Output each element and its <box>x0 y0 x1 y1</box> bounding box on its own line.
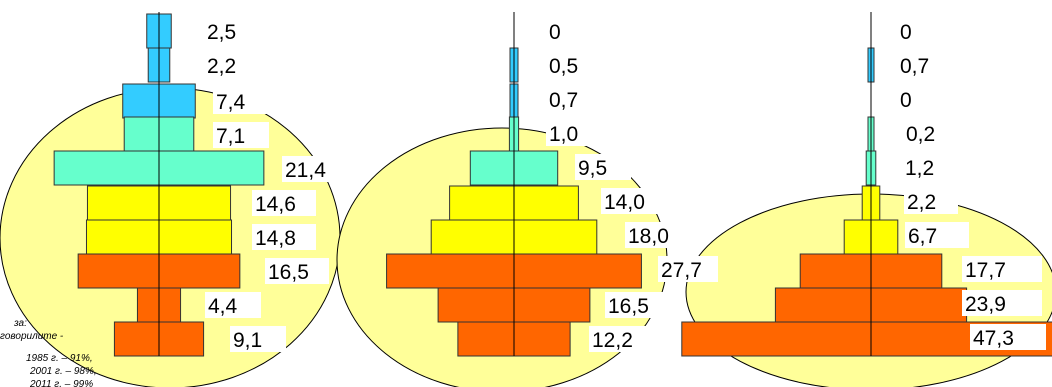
pyramid-3-value-label: 0 <box>900 21 912 44</box>
pyramid-2-value-label: 16,5 <box>608 295 649 318</box>
pyramid-2-label-bg <box>546 52 594 78</box>
pyramid-2-label-bg <box>546 86 594 112</box>
pyramid-3-label-bg <box>962 256 1042 282</box>
pyramid-1-value-label: 4,4 <box>208 295 238 318</box>
pyramid-2-value-label: 0,7 <box>549 89 578 112</box>
pyramid-2-label-bg <box>601 188 665 214</box>
pyramid-1-label-bg <box>213 122 269 148</box>
pyramid-2-label-bg <box>546 18 578 44</box>
pyramid-3-value-label: 47,3 <box>973 327 1014 350</box>
pyramid-2-label-bg <box>589 326 649 352</box>
pyramid-1-label-bg <box>265 258 329 284</box>
pyramid-3-value-label: 2,2 <box>907 191 936 214</box>
footnote-line: 2001 г. – 98%, <box>29 366 97 377</box>
pyramid-2-label-bg <box>605 292 665 318</box>
pyramid-1-value-label: 14,6 <box>255 193 296 216</box>
footnote: за: говорилите - 1985 г. – 91%, 2001 г. – 9… <box>0 318 97 387</box>
pyramid-1-label-bg <box>282 156 342 182</box>
pyramid-2-value-label: 0 <box>549 21 561 44</box>
pyramid-2-value-label: 0,5 <box>549 55 578 78</box>
pyramid-3-label-bg <box>897 52 945 78</box>
pyramid-3-value-label: 0 <box>900 89 912 112</box>
pyramid-3-value-label: 0,2 <box>906 123 935 146</box>
pyramid-2-label-bg <box>575 154 631 180</box>
pyramid-1-label-bg <box>252 190 316 216</box>
pyramid-3: 0 0,7 0 0,2 1,2 2,2 6,7 17,7 23,9 47,3 <box>681 12 1052 357</box>
pyramid-2-value-label: 18,0 <box>628 225 669 248</box>
pyramid-3-label-bg <box>902 154 950 180</box>
pyramid-1-label-bg <box>204 18 252 44</box>
pyramid-1-label-bg <box>230 326 286 352</box>
pyramid-3-label-bg <box>904 188 958 214</box>
pyramid-1-value-label: 14,8 <box>255 227 296 250</box>
footnote-line: 1985 г. – 91%, <box>26 353 93 364</box>
pyramid-3-label-bg <box>897 86 927 112</box>
pyramid-2-label-bg <box>546 120 594 146</box>
pyramid-3-value-label: 23,9 <box>965 293 1006 316</box>
pyramid-2-label-bg <box>625 222 689 248</box>
pyramid-3-label-bg <box>897 18 927 44</box>
footnote-line: за: <box>13 318 27 329</box>
pyramid-2: 0 0,5 0,7 1,09,5 14,0 18,0 27,7 16,5 12,2 <box>386 12 718 357</box>
pyramid-1-label-bg <box>205 292 261 318</box>
pyramid-3-value-label: 6,7 <box>908 225 937 248</box>
pyramid-3-label-bg <box>970 324 1046 350</box>
pyramid-1-value-label: 2,5 <box>207 21 236 44</box>
pyramid-3-label-bg <box>962 290 1042 316</box>
footnote-line: говорилите - <box>0 331 64 342</box>
pyramid-1-label-bg <box>204 52 252 78</box>
pyramid-2-value-label: 1,0 <box>549 123 578 146</box>
pyramid-3-label-bg <box>903 120 951 146</box>
pyramid-2-label-bg <box>658 256 718 282</box>
pyramid-1-value-label: 16,5 <box>268 261 309 284</box>
pyramid-2-value-label: 9,5 <box>578 157 607 180</box>
footnote-line: 2011 г. – 99% <box>29 379 93 387</box>
pyramid-1-value-label: 7,4 <box>216 91 246 114</box>
pyramid-3-label-bg <box>905 222 969 248</box>
pyramid-2-value-label: 27,7 <box>661 259 702 282</box>
pyramid-3-value-label: 0,7 <box>900 55 929 78</box>
pyramid-1: 2,5 2,2 7,4 7,1 21,4 14,6 14,8 16,5 4,4 9,1 <box>53 12 342 357</box>
pyramid-2-value-label: 12,2 <box>592 329 633 352</box>
pyramid-3-value-label: 1,2 <box>905 157 934 180</box>
pyramid-1-value-label: 2,2 <box>207 55 236 78</box>
pyramid-1-label-bg <box>213 88 269 114</box>
pyramid-1-value-label: 9,1 <box>233 329 262 352</box>
pyramid-2-value-label: 14,0 <box>604 191 645 214</box>
pyramid-1-value-label: 7,1 <box>216 125 245 148</box>
pyramid-1-value-label: 21,4 <box>285 159 326 182</box>
pyramid-3-value-label: 17,7 <box>965 259 1006 282</box>
pyramid-1-label-bg <box>252 224 316 250</box>
